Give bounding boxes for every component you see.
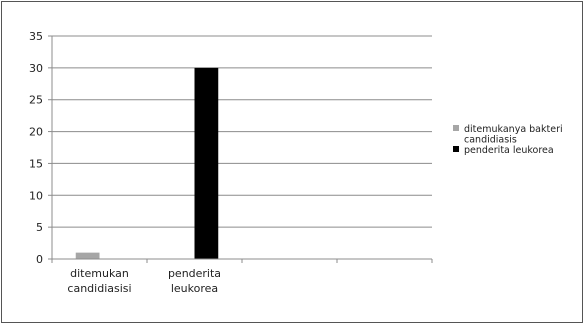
gridlines <box>52 35 432 228</box>
y-tick-label: 25 <box>29 94 43 107</box>
legend-label: penderita leukorea <box>464 145 554 156</box>
legend-swatch <box>453 146 459 152</box>
y-tick-label: 20 <box>29 126 43 139</box>
y-tick-label: 15 <box>29 157 43 170</box>
x-tick-label: leukorea <box>171 282 218 295</box>
legend-swatch <box>453 125 459 131</box>
y-tick-label: 0 <box>36 253 43 266</box>
y-axis-ticks: 0 5 10 15 20 25 30 35 <box>29 30 52 266</box>
y-tick-label: 30 <box>29 62 43 75</box>
legend-label: candidiasis <box>464 135 517 146</box>
x-tick-label: penderita <box>168 267 221 280</box>
y-tick-label: 35 <box>29 30 43 43</box>
legend: ditemukanya baktericandidiasispenderita … <box>453 124 563 156</box>
x-tick-label: ditemukan <box>70 267 129 280</box>
bar <box>194 67 219 259</box>
x-axis-ticks: ditemukan candidiasisi penderita leukorea <box>51 259 433 295</box>
legend-label: ditemukanya bakteri <box>464 124 563 135</box>
y-tick-label: 5 <box>36 221 43 234</box>
x-tick-label: candidiasisi <box>67 282 131 295</box>
axes <box>51 36 432 260</box>
y-tick-label: 10 <box>29 189 43 202</box>
bar <box>75 252 100 259</box>
bars <box>75 67 219 259</box>
